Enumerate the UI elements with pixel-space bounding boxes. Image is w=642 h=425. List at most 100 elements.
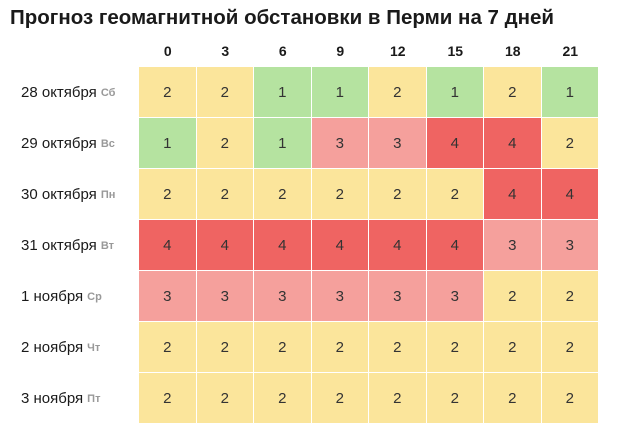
day-of-week: Ср (87, 291, 102, 303)
kp-index-cell: 1 (311, 67, 369, 117)
day-label: 1 ноября Ср (21, 271, 102, 321)
day-of-week: Чт (87, 342, 101, 354)
kp-index-cell: 4 (311, 220, 369, 270)
kp-index-cell: 4 (369, 220, 427, 270)
kp-index-cell: 4 (426, 118, 484, 168)
kp-index-cell: 2 (311, 373, 369, 423)
kp-index-cell: 2 (369, 169, 427, 219)
kp-index-cell: 2 (254, 169, 312, 219)
day-label: 28 октября Сб (21, 67, 115, 117)
kp-index-cell: 3 (139, 271, 197, 321)
kp-index-cell: 2 (484, 271, 542, 321)
table-row: 30 октября Пн 2 2 2 2 2 2 4 4 (0, 169, 642, 220)
kp-index-cell: 2 (369, 322, 427, 372)
day-label: 2 ноября Чт (21, 322, 100, 372)
kp-index-cell: 2 (311, 169, 369, 219)
kp-index-cell: 2 (196, 169, 254, 219)
kp-index-cell: 3 (311, 271, 369, 321)
kp-index-cell: 3 (196, 271, 254, 321)
kp-index-cell: 2 (139, 373, 197, 423)
table-row: 2 ноября Чт 2 2 2 2 2 2 2 2 (0, 322, 642, 373)
kp-index-cell: 2 (484, 67, 542, 117)
kp-index-cell: 1 (426, 67, 484, 117)
hour-label: 15 (447, 43, 464, 59)
day-of-week: Вт (100, 240, 114, 252)
kp-index-cell: 2 (139, 169, 197, 219)
kp-index-cell: 3 (369, 118, 427, 168)
kp-index-cell: 2 (196, 118, 254, 168)
day-date: 2 ноября (21, 338, 84, 356)
day-label: 30 октября Пн (21, 169, 115, 219)
table-row: 31 октября Вт 4 4 4 4 4 4 3 3 (0, 220, 642, 271)
kp-index-cell: 2 (254, 373, 312, 423)
hour-label: 9 (336, 43, 345, 59)
table-row: 1 ноября Ср 3 3 3 3 3 3 2 2 (0, 271, 642, 322)
table-row: 29 октября Вс 1 2 1 3 3 4 4 2 (0, 118, 642, 169)
table-row: 3 ноября Пт 2 2 2 2 2 2 2 2 (0, 373, 642, 424)
day-label: 31 октября Вт (21, 220, 114, 270)
kp-index-cell: 1 (541, 67, 599, 117)
kp-index-cell: 4 (484, 169, 542, 219)
kp-index-cell: 1 (254, 118, 312, 168)
day-date: 3 ноября (21, 389, 84, 407)
forecast-table: 28 октября Сб 2 2 1 1 2 1 2 1 29 октября Вс 1 2 1 3 3 4 4 2… (0, 67, 642, 424)
day-date: 1 ноября (21, 287, 84, 305)
day-date: 30 октября (21, 185, 97, 203)
kp-index-cell: 2 (541, 271, 599, 321)
kp-index-cell: 2 (139, 322, 197, 372)
hour-label: 0 (163, 43, 172, 59)
kp-index-cell: 3 (369, 271, 427, 321)
hour-header: 0 3 6 9 12 15 18 21 (139, 43, 599, 59)
kp-index-cell: 2 (196, 67, 254, 117)
kp-index-cell: 2 (541, 373, 599, 423)
day-of-week: Сб (100, 87, 116, 99)
kp-index-cell: 3 (541, 220, 599, 270)
kp-index-cell: 2 (196, 322, 254, 372)
kp-index-cell: 2 (369, 67, 427, 117)
hour-label: 3 (221, 43, 230, 59)
kp-index-cell: 1 (254, 67, 312, 117)
day-label: 3 ноября Пт (21, 373, 100, 423)
day-label: 29 октября Вс (21, 118, 115, 168)
table-row: 28 октября Сб 2 2 1 1 2 1 2 1 (0, 67, 642, 118)
kp-index-cell: 2 (426, 169, 484, 219)
day-date: 31 октября (21, 236, 97, 254)
kp-index-cell: 4 (139, 220, 197, 270)
kp-index-cell: 4 (484, 118, 542, 168)
page-title: Прогноз геомагнитной обстановки в Перми … (10, 6, 555, 29)
hour-label: 12 (389, 43, 406, 59)
kp-index-cell: 2 (541, 322, 599, 372)
day-of-week: Пт (87, 393, 101, 405)
kp-index-cell: 2 (139, 67, 197, 117)
hour-label: 21 (562, 43, 579, 59)
kp-index-cell: 2 (484, 322, 542, 372)
kp-index-cell: 1 (139, 118, 197, 168)
day-date: 28 октября (21, 83, 97, 101)
day-of-week: Пн (100, 189, 116, 201)
kp-index-cell: 2 (311, 322, 369, 372)
kp-index-cell: 4 (254, 220, 312, 270)
kp-index-cell: 4 (196, 220, 254, 270)
hour-label: 6 (278, 43, 287, 59)
kp-index-cell: 2 (369, 373, 427, 423)
kp-index-cell: 3 (254, 271, 312, 321)
kp-index-cell: 2 (426, 322, 484, 372)
day-date: 29 октября (21, 134, 97, 152)
kp-index-cell: 3 (311, 118, 369, 168)
kp-index-cell: 2 (426, 373, 484, 423)
kp-index-cell: 2 (254, 322, 312, 372)
kp-index-cell: 3 (484, 220, 542, 270)
kp-index-cell: 3 (426, 271, 484, 321)
kp-index-cell: 2 (484, 373, 542, 423)
kp-index-cell: 4 (426, 220, 484, 270)
day-of-week: Вс (100, 138, 115, 150)
kp-index-cell: 2 (541, 118, 599, 168)
